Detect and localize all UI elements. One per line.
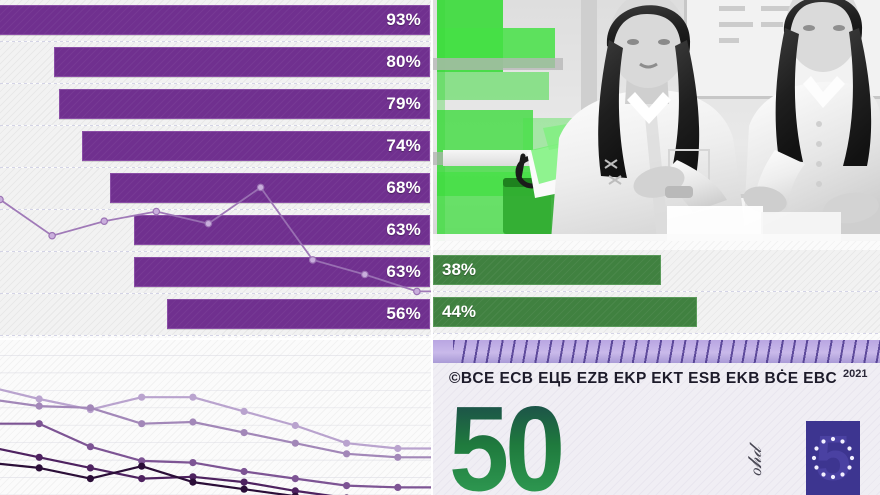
- banknote-denomination: 50: [449, 388, 565, 495]
- bar-fill[interactable]: 68%: [110, 173, 430, 203]
- lab-coat-photo-panel: [431, 0, 880, 241]
- bar-row: 68%: [0, 168, 431, 210]
- panel-seam-horizontal-left: [0, 338, 431, 340]
- bar-gridline: [0, 125, 431, 126]
- bar-row: 63%: [0, 252, 431, 294]
- green-bar-row: 44%: [431, 292, 880, 334]
- eu-stars-circle: [811, 436, 855, 480]
- bar-fill[interactable]: 56%: [166, 299, 430, 329]
- bar-value-label: 93%: [386, 10, 421, 29]
- green-bar-chart: 38% 44%: [431, 241, 880, 340]
- bar-value-label: 63%: [386, 262, 421, 281]
- purple-bar-rows: 93% 80% 79% 74% 68% 63% 63% 56%: [0, 0, 431, 338]
- bar-gridline: [0, 83, 431, 84]
- bar-fill[interactable]: 63%: [133, 257, 430, 287]
- line-series: [0, 399, 431, 461]
- ecb-acronyms-text: ©BCE ECB ЕЦБ EZB EKP EKT ESB EKB BĊE EBC: [449, 370, 838, 387]
- green-bar-gridline: [431, 333, 880, 334]
- bar-value-label: 74%: [386, 136, 421, 155]
- bar-row: 74%: [0, 126, 431, 168]
- bar-row: 56%: [0, 294, 431, 336]
- purple-line-chart: [0, 338, 431, 495]
- bar-row: 79%: [0, 84, 431, 126]
- line-series: [0, 462, 299, 495]
- hologram-strip: [431, 340, 880, 363]
- green-bar-value-label: 44%: [442, 302, 477, 321]
- bar-row: 63%: [0, 210, 431, 252]
- green-bar-fill[interactable]: 44%: [433, 297, 697, 327]
- bar-fill[interactable]: 63%: [133, 215, 430, 245]
- bar-value-label: 63%: [386, 220, 421, 239]
- line-series: [0, 448, 349, 495]
- flag-watermark-numeral: 5: [815, 422, 851, 494]
- bar-fill[interactable]: 74%: [82, 131, 430, 161]
- bar-fill[interactable]: 79%: [58, 89, 430, 119]
- bar-gridline: [0, 167, 431, 168]
- green-bar-fill[interactable]: 38%: [433, 255, 661, 285]
- bar-value-label: 68%: [386, 178, 421, 197]
- hologram-ticks: [453, 340, 880, 363]
- bar-fill[interactable]: 80%: [54, 47, 430, 77]
- bar-row: 93%: [0, 0, 431, 42]
- banknote-body: ©BCE ECB ЕЦБ EZB EKP EKT ESB EKB BĊE EBC…: [431, 363, 880, 495]
- green-bar-row: 38%: [431, 250, 880, 292]
- line-chart-plot: [0, 338, 431, 495]
- line-series: [0, 388, 431, 453]
- bar-gridline: [0, 293, 431, 294]
- banknote-year: 2021: [843, 368, 868, 380]
- purple-bar-chart: 93% 80% 79% 74% 68% 63% 63% 56%: [0, 0, 431, 338]
- bar-fill[interactable]: 93%: [0, 5, 430, 35]
- two-women-in-lab-coats-photo: [431, 0, 880, 241]
- bar-value-label: 56%: [386, 304, 421, 323]
- bar-row: 80%: [0, 42, 431, 84]
- eu-flag-emblem: 5: [806, 421, 860, 495]
- bar-gridline: [0, 41, 431, 42]
- euro-banknote-panel: ©BCE ECB ЕЦБ EZB EKP EKT ESB EKB BĊE EBC…: [431, 340, 880, 495]
- line-series: [0, 420, 431, 491]
- bar-gridline: [0, 335, 431, 336]
- bar-value-label: 79%: [386, 94, 421, 113]
- green-bar-gridline: [431, 291, 880, 292]
- panel-seam-vertical: [431, 0, 433, 495]
- bar-value-label: 80%: [386, 52, 421, 71]
- green-bar-value-label: 38%: [442, 260, 477, 279]
